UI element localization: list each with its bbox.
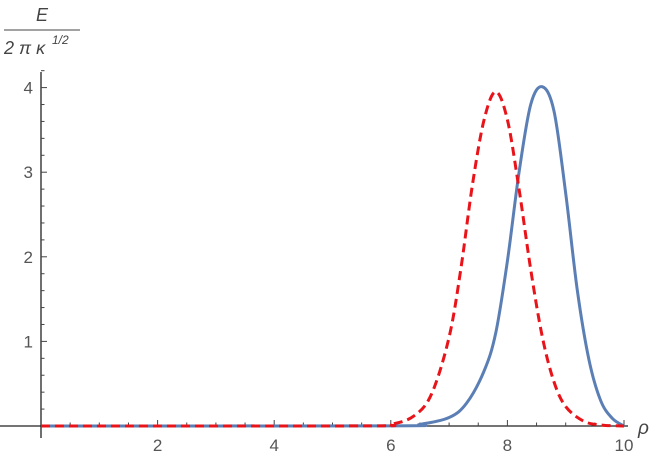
y-tick-label: 2 xyxy=(24,248,33,267)
x-tick-label: 6 xyxy=(386,436,395,455)
y-axis-label: E 2 π κ 1/2 xyxy=(3,5,80,58)
y-axis-label-denominator: 2 π κ xyxy=(3,38,46,58)
y-tick-label: 4 xyxy=(24,79,33,98)
series-dashed-curve xyxy=(40,90,625,428)
y-tick-label: 1 xyxy=(24,332,33,351)
axis-ticks xyxy=(41,70,625,426)
x-tick-label: 4 xyxy=(269,436,278,455)
curves xyxy=(40,85,625,428)
x-tick-label: 8 xyxy=(503,436,512,455)
x-tick-label: 10 xyxy=(615,436,634,455)
x-axis-label: ρ xyxy=(637,418,649,439)
series-solid-curve xyxy=(40,85,625,428)
y-tick-label: 3 xyxy=(24,163,33,182)
x-tick-label: 2 xyxy=(153,436,162,455)
y-axis-label-numerator: E xyxy=(36,5,49,25)
y-axis-label-superscript: 1/2 xyxy=(52,33,69,47)
